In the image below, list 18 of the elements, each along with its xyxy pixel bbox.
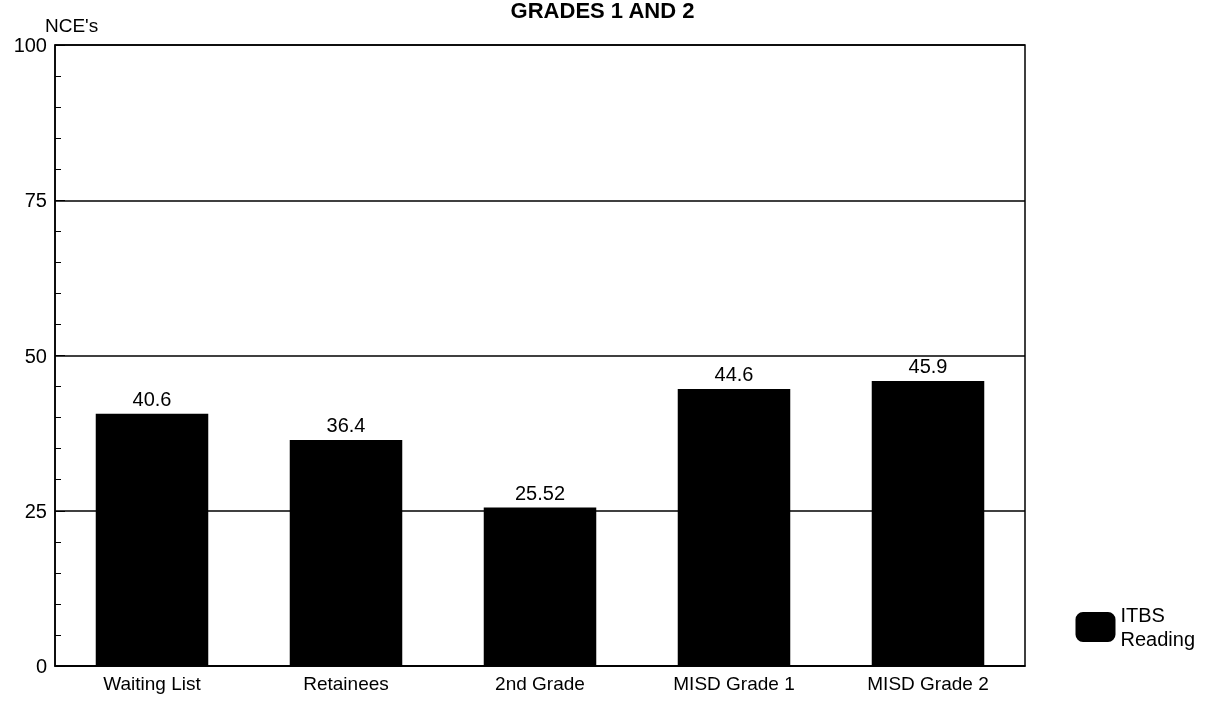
x-tick-label: Waiting List <box>103 673 202 694</box>
x-tick-label: Retainees <box>303 673 389 694</box>
data-label: 25.52 <box>514 481 566 504</box>
y-tick-label: 0 <box>35 655 47 677</box>
data-label: 40.6 <box>132 387 172 410</box>
x-tick-label: MISD Grade 2 <box>867 673 989 694</box>
data-label: 45.9 <box>908 354 948 377</box>
y-tick-label: 25 <box>24 499 47 522</box>
y-axis-title: NCE's <box>45 15 99 37</box>
data-label: 44.6 <box>714 363 754 386</box>
chart-title: GRADES 1 AND 2 <box>510 0 695 23</box>
x-tick-label: MISD Grade 1 <box>673 673 795 694</box>
y-tick-label: 100 <box>13 34 47 56</box>
data-label: 36.4 <box>326 413 366 436</box>
y-tick-label: 50 <box>24 344 47 367</box>
y-tick-label: 75 <box>24 189 47 212</box>
legend-label: ITBS Reading <box>1120 604 1196 650</box>
x-tick-label: 2nd Grade <box>495 673 585 694</box>
